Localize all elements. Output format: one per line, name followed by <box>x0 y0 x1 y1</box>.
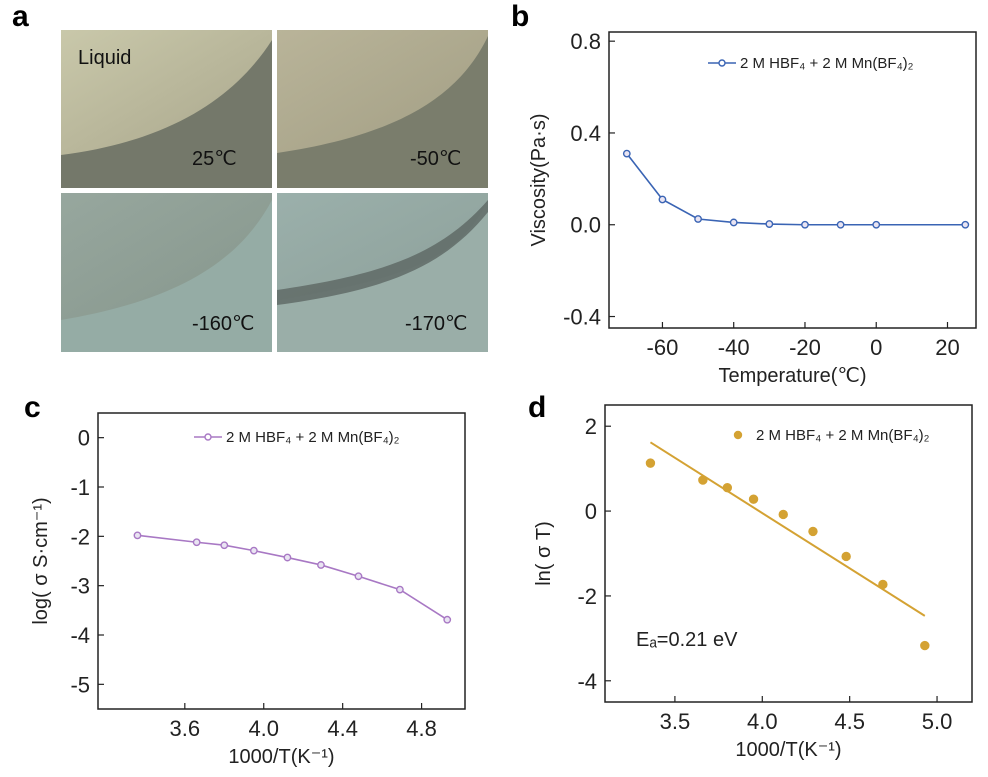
data-point <box>729 218 738 227</box>
y-axis-label: log( σ S·cm⁻¹) <box>30 497 52 624</box>
x-tick-label: 4.4 <box>327 716 358 741</box>
data-point <box>748 494 759 504</box>
data-point <box>645 458 656 468</box>
photo-tile-25c: Liquid 25℃ <box>61 30 272 188</box>
data-point <box>249 546 258 555</box>
y-tick-label: 0.4 <box>570 121 601 146</box>
linear-fit-line <box>649 441 926 617</box>
data-point <box>765 220 774 228</box>
data-point <box>317 561 325 569</box>
y-tick-label: -4 <box>577 669 597 694</box>
activation-energy-annotation: Eₐ=0.21 eV <box>636 629 738 651</box>
photo-temperature-label: -50℃ <box>410 148 461 170</box>
photo-temperature-label: -170℃ <box>405 313 468 335</box>
x-tick-label: 4.0 <box>747 709 778 734</box>
y-tick-label: 2 <box>585 414 597 439</box>
legend-marker <box>204 433 212 441</box>
liquid-droplet-region <box>61 30 272 155</box>
data-point <box>283 553 292 562</box>
y-tick-label: -3 <box>70 574 90 599</box>
x-axis-label: Temperature(℃) <box>718 365 866 387</box>
y-tick-label: 0.8 <box>570 29 601 54</box>
photo-temperature-label: 25℃ <box>192 148 237 170</box>
y-tick-label: 0.0 <box>570 213 601 238</box>
data-point <box>961 220 970 229</box>
data-point <box>778 509 788 520</box>
plot-frame <box>97 412 466 710</box>
crystal-edge <box>277 200 488 305</box>
photo-tile-minus160c: -160℃ <box>61 193 272 352</box>
x-tick-label: -40 <box>718 335 750 360</box>
y-tick-label: -0.4 <box>563 305 601 330</box>
y-tick-label: -5 <box>70 672 90 697</box>
photo-temperature-label: -160℃ <box>192 313 255 335</box>
y-tick-label: 0 <box>78 426 90 451</box>
photo-tile-minus170c: -170℃ <box>277 193 488 352</box>
data-point <box>220 541 229 550</box>
x-tick-label: 4.8 <box>406 716 437 741</box>
x-tick-label: 3.5 <box>660 709 691 734</box>
x-tick-label: -60 <box>647 335 679 360</box>
legend-marker <box>733 430 743 440</box>
data-point <box>133 531 142 540</box>
photo-tile-minus50c: -50℃ <box>277 30 488 188</box>
data-point <box>801 220 809 229</box>
data-point <box>443 615 452 624</box>
data-point <box>354 572 363 581</box>
panel-label-b: b <box>511 0 529 33</box>
legend-label: 2 M HBF₄ + 2 M Mn(BF₄)₂ <box>226 429 400 446</box>
y-axis-label: ln( σ T) <box>533 521 555 586</box>
x-tick-label: 4.0 <box>248 716 279 741</box>
y-tick-label: -2 <box>70 524 90 549</box>
plot-frame <box>608 31 977 329</box>
x-axis-label: 1000/T(K⁻¹) <box>735 739 841 761</box>
y-tick-label: -4 <box>70 623 90 648</box>
chart-log-conductivity: 3.6 4.0 4.4 4.8 0 -1 -2 -3 -4 -5 1000/T(K⁻¹) log( σ… <box>30 412 466 768</box>
photo-state-label: Liquid <box>78 47 131 69</box>
series-line <box>626 153 966 226</box>
x-tick-label: 4.5 <box>834 709 865 734</box>
data-point <box>808 526 818 537</box>
chart-viscosity: -60 -40 -20 0 20 -0.4 0.0 0.4 0.8 Temperature(℃) V… <box>528 29 977 387</box>
panel-label-a: a <box>12 0 29 33</box>
chart-arrhenius: 3.5 4.0 4.5 5.0 2 0 -2 -4 1000/T(K⁻¹) ln( σ T) 2 M… <box>533 404 973 761</box>
y-tick-label: -1 <box>70 475 90 500</box>
y-tick-label: 0 <box>585 499 597 524</box>
legend-label: 2 M HBF₄ + 2 M Mn(BF₄)₂ <box>740 55 914 72</box>
data-point <box>658 195 667 204</box>
x-tick-label: -20 <box>789 335 821 360</box>
x-tick-label: 0 <box>870 335 882 360</box>
data-point <box>622 149 631 158</box>
x-tick-label: 5.0 <box>922 709 953 734</box>
series-line <box>137 534 448 621</box>
data-point <box>872 220 881 229</box>
data-point <box>192 538 201 547</box>
y-tick-label: -2 <box>577 584 597 609</box>
data-point <box>836 220 845 229</box>
data-point <box>395 585 404 594</box>
x-tick-label: 20 <box>935 335 959 360</box>
x-tick-label: 3.6 <box>170 716 201 741</box>
data-point <box>841 551 851 562</box>
panel-label-d: d <box>528 391 546 424</box>
frozen-droplet-region <box>61 193 272 320</box>
frozen-droplet-region <box>277 193 488 300</box>
y-axis-label: Viscosity(Pa·s) <box>528 114 550 247</box>
panel-label-c: c <box>24 391 41 424</box>
data-point <box>694 215 702 223</box>
legend-label: 2 M HBF₄ + 2 M Mn(BF₄)₂ <box>756 427 930 444</box>
legend-marker <box>718 59 726 67</box>
plot-frame <box>604 404 973 703</box>
liquid-droplet-region <box>277 30 488 153</box>
data-point <box>920 640 930 651</box>
x-axis-label: 1000/T(K⁻¹) <box>228 746 334 768</box>
